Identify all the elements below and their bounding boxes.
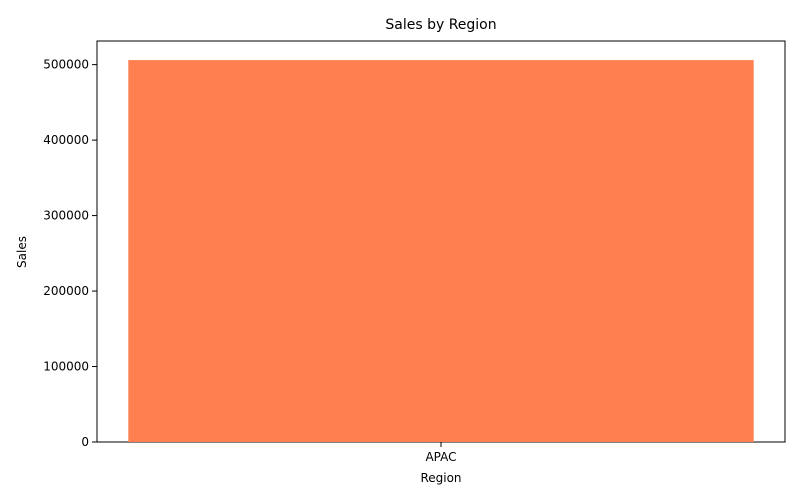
y-tick-label: 500000: [43, 58, 89, 72]
bars: [128, 60, 754, 442]
x-axis: APAC: [425, 442, 457, 464]
y-axis: 0 100000 200000 300000 400000 500000: [43, 58, 97, 449]
y-tick-label: 400000: [43, 133, 89, 147]
x-axis-label: Region: [420, 471, 461, 485]
y-tick-label: 200000: [43, 284, 89, 298]
chart-title: Sales by Region: [385, 17, 496, 33]
y-tick-label: 300000: [43, 209, 89, 223]
y-tick-label: 0: [81, 435, 89, 449]
bar-apac: [128, 60, 754, 442]
y-axis-label: Sales: [15, 236, 29, 268]
x-tick-label: APAC: [425, 450, 456, 464]
y-tick-label: 100000: [43, 360, 89, 374]
